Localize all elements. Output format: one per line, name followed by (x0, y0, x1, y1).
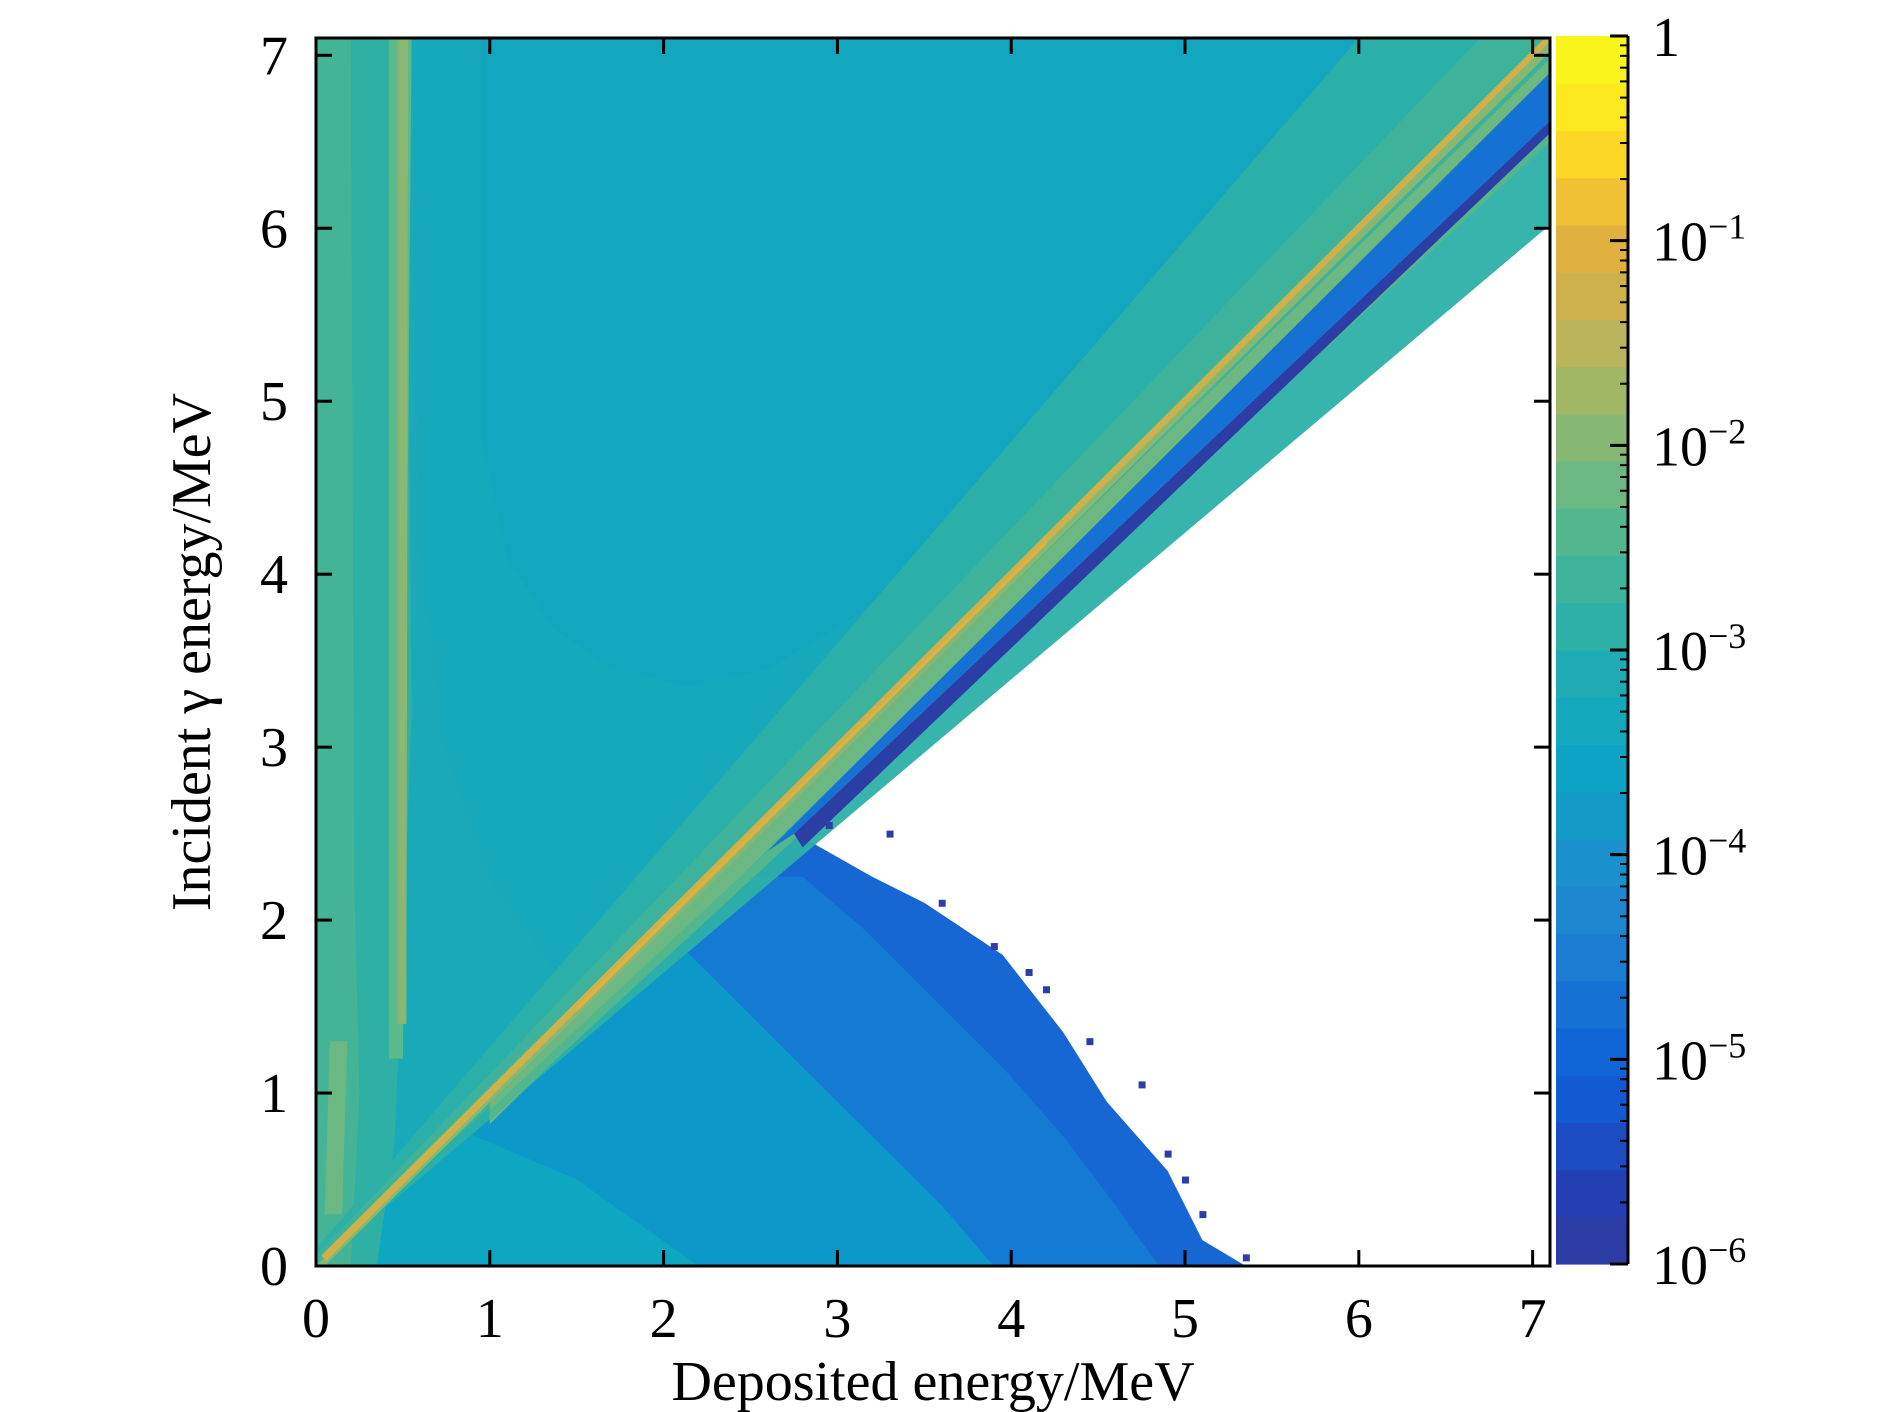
colorbar-band (1556, 650, 1628, 698)
colorbar-band (1556, 130, 1628, 179)
pileup-scatter-dot (1199, 1211, 1207, 1219)
x-tick-label: 7 (1519, 1288, 1547, 1350)
colorbar-band (1556, 224, 1628, 273)
lower-edge-band (767, 72, 1550, 851)
colorbar-tick-label: 10−3 (1652, 616, 1746, 683)
plot-frame (314, 36, 1552, 1268)
pileup-scatter-dot (990, 943, 998, 951)
colorbar-band (1556, 602, 1628, 651)
colorbar-band (1556, 1122, 1628, 1171)
colorbar-tick-label: 1 (1652, 7, 1680, 69)
colorbar-band (1556, 744, 1628, 793)
low-energy-band-inner (316, 38, 360, 1266)
heatmap-plot-area (316, 38, 1550, 1266)
colorbar-tick-label: 10−1 (1652, 207, 1746, 274)
colorbar-band (1556, 555, 1628, 604)
colorbar-tick-label: 10−6 (1652, 1230, 1746, 1297)
colorbar-band (1556, 1169, 1628, 1218)
pileup-scatter-dot (1042, 986, 1050, 994)
single-escape-peak (489, 58, 1550, 1125)
colorbar-band (1556, 508, 1628, 557)
y-tick-label: 2 (260, 890, 288, 952)
annihilation-line (397, 38, 409, 1024)
pileup-scatter-dot (886, 830, 894, 838)
colorbar-band (1556, 177, 1628, 226)
colorbar-band (1556, 933, 1628, 982)
full-energy-peak (321, 38, 1550, 1261)
colorbar-band (1556, 1075, 1628, 1123)
pileup-scatter-dot (1086, 1038, 1094, 1046)
lower-edge-line (794, 121, 1550, 848)
x-tick-label: 5 (1171, 1288, 1199, 1350)
pileup-scatter-dot (825, 821, 833, 829)
pileup-scatter-dot (1242, 1254, 1250, 1262)
y-tick-label: 3 (260, 717, 288, 779)
low-energy-spot (324, 1041, 348, 1215)
x-axis: 0 1 2 3 4 5 6 7 (302, 38, 1547, 1350)
pileup-scatter-dot (1025, 968, 1033, 976)
x-tick-label: 4 (997, 1288, 1025, 1350)
x-tick-label: 6 (1345, 1288, 1373, 1350)
full-energy-peak-core (576, 539, 1046, 1012)
colorbar-band (1556, 366, 1628, 415)
colorbar-band (1556, 413, 1628, 462)
colorbar-band (1556, 886, 1628, 934)
y-tick-label: 0 (260, 1236, 288, 1298)
colorbar-band (1556, 83, 1628, 132)
colorbar-band (1556, 461, 1628, 509)
colorbar-band (1556, 791, 1628, 840)
colorbar-band (1556, 1027, 1628, 1076)
y-tick-label: 1 (260, 1063, 288, 1125)
colorbar-band (1556, 272, 1628, 320)
x-axis-label: Deposited energy/MeV (671, 1351, 1194, 1412)
colorbar-tick-label: 10−4 (1652, 821, 1746, 888)
y-tick-label: 4 (260, 544, 288, 606)
y-axis: 0 1 2 3 4 5 6 7 (260, 25, 1550, 1298)
colorbar-band (1556, 36, 1628, 84)
pileup-region-core (316, 1127, 699, 1266)
colorbar: 1 10−1 10−2 10−3 10−4 10−5 10−6 (1556, 7, 1746, 1297)
x-tick-label: 3 (823, 1288, 851, 1350)
y-axis-label: Incident γ energy/MeV (161, 393, 223, 911)
pileup-scatter-dot (1164, 1150, 1172, 1158)
colorbar-band (1556, 697, 1628, 746)
y-tick-label: 7 (260, 25, 288, 87)
x-tick-label: 1 (476, 1288, 504, 1350)
colorbar-band (1556, 838, 1628, 887)
colorbar-band (1556, 980, 1628, 1029)
pileup-scatter-dot (1182, 1176, 1190, 1184)
colorbar-tick-label: 10−2 (1652, 411, 1746, 478)
y-tick-label: 6 (260, 198, 288, 260)
pileup-scatter-dot (1138, 1081, 1146, 1089)
y-tick-label: 5 (260, 371, 288, 433)
colorbar-tick-label: 10−5 (1652, 1025, 1746, 1092)
colorbar-band (1556, 319, 1628, 368)
x-tick-label: 2 (650, 1288, 678, 1350)
colorbar-band (1556, 1216, 1628, 1265)
x-tick-label: 0 (302, 1288, 330, 1350)
heatmap-regions (316, 38, 1550, 1266)
pileup-scatter-dot (938, 899, 946, 907)
